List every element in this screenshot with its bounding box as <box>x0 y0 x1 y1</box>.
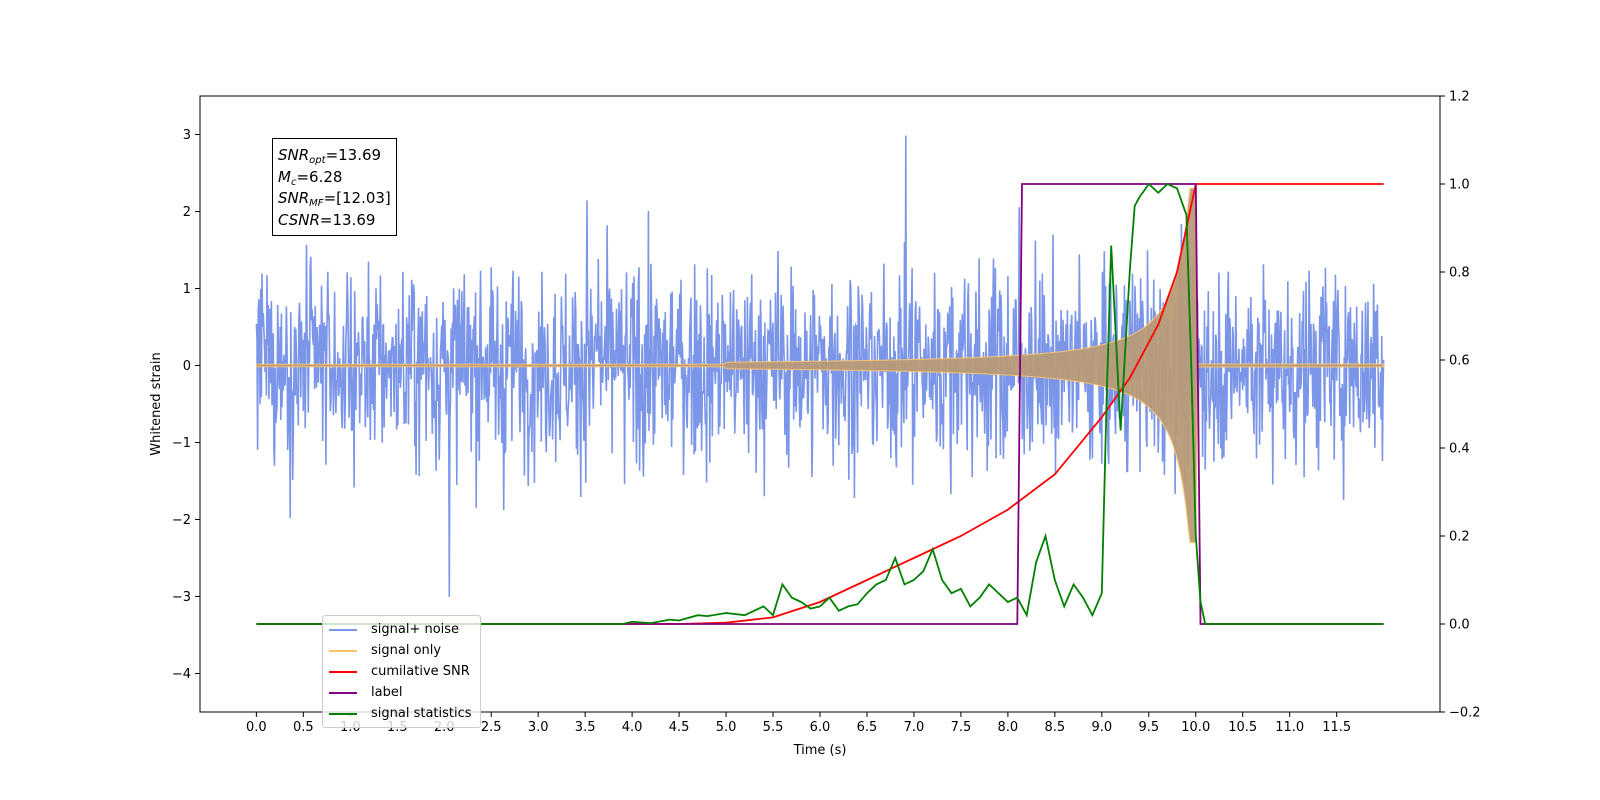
annotation-line: SNRopt=13.69 <box>278 146 382 166</box>
left-y-axis-ticks: 3 2 1 0 −1 −2 −3 −4 <box>172 128 200 682</box>
y-right-tick-label: 0.2 <box>1449 530 1470 545</box>
annotation-box: SNRopt=13.69 Mc=6.28 SNRMF=[12.03] CSNR=… <box>272 138 397 236</box>
y-left-tick-label: 2 <box>183 205 191 220</box>
annotation-line: CSNR=13.69 <box>278 210 376 229</box>
x-tick-label: 8.0 <box>998 720 1019 735</box>
x-tick-label: 11.0 <box>1275 720 1304 735</box>
y-left-tick-label: −2 <box>172 513 191 528</box>
y-left-tick-label: 3 <box>183 128 191 143</box>
x-tick-label: 6.5 <box>857 720 878 735</box>
legend-label: label <box>371 685 403 700</box>
legend-item: label <box>329 682 472 703</box>
legend-label: cumilative SNR <box>371 664 470 679</box>
x-tick-label: 7.5 <box>951 720 972 735</box>
legend-label: signal statistics <box>371 706 472 721</box>
y-left-tick-label: 0 <box>183 359 191 374</box>
legend: signal+ noise signal only cumilative SNR… <box>322 615 481 728</box>
x-tick-label: 10.0 <box>1181 720 1210 735</box>
legend-label: signal+ noise <box>371 622 460 637</box>
x-tick-label: 0.5 <box>293 720 314 735</box>
x-tick-label: 9.0 <box>1091 720 1112 735</box>
legend-item: signal only <box>329 640 472 661</box>
x-tick-label: 3.0 <box>528 720 549 735</box>
x-tick-label: 5.0 <box>716 720 737 735</box>
y-left-tick-label: −4 <box>172 667 191 682</box>
x-tick-label: 0.0 <box>246 720 267 735</box>
y-right-tick-label: 0.4 <box>1449 442 1470 457</box>
x-tick-label: 4.0 <box>622 720 643 735</box>
y-right-tick-label: 0.8 <box>1449 266 1470 281</box>
x-tick-label: 10.5 <box>1228 720 1257 735</box>
legend-swatch <box>329 628 357 631</box>
y-left-tick-label: −1 <box>172 436 191 451</box>
series-signal-only-area <box>255 187 1385 544</box>
y-right-tick-label: 0.6 <box>1449 354 1470 369</box>
y-right-tick-label: 1.2 <box>1449 90 1470 105</box>
x-tick-label: 5.5 <box>763 720 784 735</box>
legend-swatch <box>329 670 357 673</box>
y-left-tick-label: 1 <box>183 282 191 297</box>
y-left-tick-label: −3 <box>172 590 191 605</box>
y-right-tick-label: −0.2 <box>1449 706 1481 721</box>
legend-label: signal only <box>371 643 442 658</box>
x-tick-label: 6.0 <box>810 720 831 735</box>
x-tick-label: 7.0 <box>904 720 925 735</box>
legend-swatch <box>329 691 357 694</box>
x-tick-label: 4.5 <box>669 720 690 735</box>
y-right-tick-label: 0.0 <box>1449 618 1470 633</box>
x-axis-ticks: 0.00.51.01.52.02.53.03.54.04.55.05.56.06… <box>246 712 1351 735</box>
x-tick-label: 2.5 <box>481 720 502 735</box>
annotation-line: SNRMF=[12.03] <box>278 189 391 209</box>
legend-swatch <box>329 712 357 715</box>
legend-item: signal statistics <box>329 703 472 724</box>
y-right-tick-label: 1.0 <box>1449 178 1470 193</box>
legend-item: signal+ noise <box>329 619 472 640</box>
x-tick-label: 8.5 <box>1045 720 1066 735</box>
right-y-axis-ticks: 1.2 1.0 0.8 0.6 0.4 0.2 0.0 −0.2 <box>1440 90 1481 721</box>
series-signal-statistics-line <box>256 182 1384 625</box>
y-axis-label-left: Whitened strain <box>149 352 164 455</box>
series-cumulative-snr-line <box>256 183 1384 625</box>
x-tick-label: 3.5 <box>575 720 596 735</box>
annotation-line: Mc=6.28 <box>278 167 343 188</box>
x-tick-label: 9.5 <box>1138 720 1159 735</box>
x-axis-label: Time (s) <box>793 743 847 758</box>
x-tick-label: 11.5 <box>1322 720 1351 735</box>
legend-swatch <box>329 649 357 652</box>
plot-area <box>255 135 1385 625</box>
legend-item: cumilative SNR <box>329 661 472 682</box>
